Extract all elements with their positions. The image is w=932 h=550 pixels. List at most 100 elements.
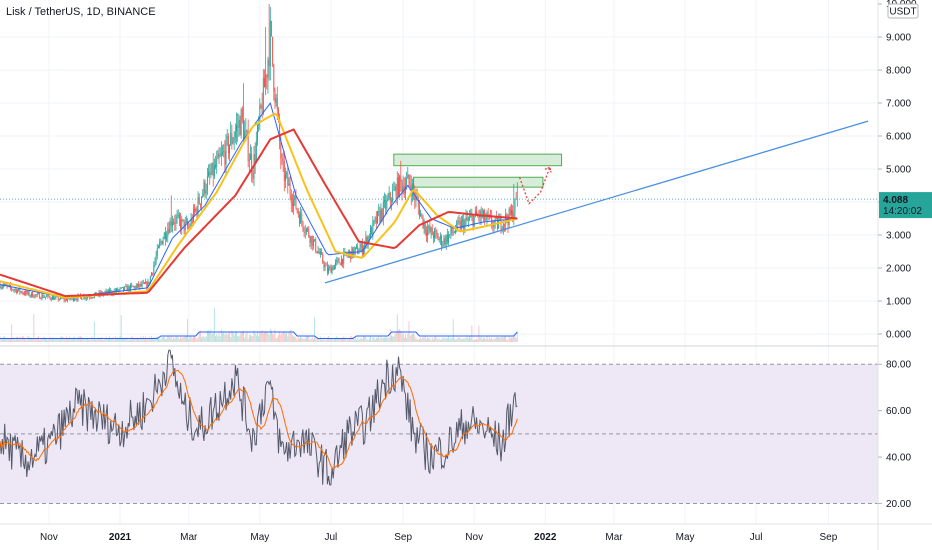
candle-body (446, 234, 448, 243)
volume-bar (456, 339, 458, 342)
volume-bar (233, 335, 235, 342)
candle-body (164, 232, 166, 240)
candle-body (441, 235, 443, 246)
volume-bar (406, 338, 408, 342)
candle-body (318, 251, 320, 254)
volume-bar (85, 338, 87, 342)
volume-bar (184, 336, 186, 342)
candle-body (319, 251, 321, 254)
candle-body (427, 229, 429, 236)
candle-body (49, 296, 51, 299)
candle-body (167, 229, 169, 237)
currency-badge[interactable]: USDT (887, 3, 919, 19)
candle-body (204, 181, 206, 194)
volume-bar (99, 338, 101, 342)
rsi-lines (0, 349, 518, 486)
volume-bar (156, 336, 158, 342)
candle-body (331, 267, 333, 273)
candle-body (398, 177, 399, 196)
volume-bar (423, 337, 425, 342)
volume-bar (103, 339, 105, 342)
volume-bar (49, 337, 51, 342)
volume-bar (487, 339, 489, 342)
volume-bar (237, 336, 239, 342)
volume-bar (367, 339, 369, 342)
candle-body (148, 281, 150, 283)
candle-body (14, 289, 16, 291)
candle-body (499, 217, 501, 221)
volume-bar (308, 336, 310, 342)
volume-bar (43, 336, 45, 342)
candle-body (359, 248, 361, 253)
volume-bar (330, 338, 332, 342)
rsi-axis[interactable]: 80.00 60.00 40.00 20.00 (878, 360, 911, 510)
candle-body (185, 221, 187, 223)
candle-body (168, 229, 170, 233)
volume-bar (220, 329, 222, 342)
volume-bar (13, 337, 15, 342)
volume-bar (213, 307, 215, 342)
volume-bar (155, 336, 157, 342)
candle-body (50, 298, 52, 300)
volume-bar (340, 338, 342, 342)
volume-bar (379, 339, 381, 342)
volume-bar (149, 339, 151, 342)
rsi-band (0, 364, 878, 504)
candle-body (298, 214, 300, 224)
volume-bar (185, 336, 187, 342)
volume-bar (428, 337, 430, 342)
candle-body (367, 236, 369, 246)
volume-bar (208, 330, 210, 342)
candle-body (46, 296, 48, 297)
candle-body (36, 293, 38, 295)
candle-body (237, 125, 239, 128)
volume-bar (382, 337, 384, 342)
candle-body (231, 133, 233, 144)
volume-bar (506, 339, 508, 342)
volume-bar (360, 337, 362, 342)
candle-body (455, 230, 457, 233)
volume-bar (396, 314, 398, 342)
last-price-label: 4.088 14:20:02 (879, 192, 932, 219)
volume-bar (491, 337, 493, 342)
volume-bar (6, 338, 8, 342)
candle-body (43, 297, 45, 298)
candle-body (268, 59, 270, 67)
volume-bar (455, 339, 457, 342)
candle-body (411, 183, 413, 196)
volume-bar (311, 337, 313, 342)
volume-bar (247, 338, 249, 342)
candle-body (227, 136, 229, 154)
volume-bar (384, 337, 385, 342)
candle-body (408, 174, 410, 183)
candle-body (121, 286, 123, 288)
candle-body (27, 291, 29, 294)
volume-bar (250, 334, 251, 342)
volume-bar (331, 338, 333, 342)
candle-body (8, 284, 10, 286)
volume-bar (176, 336, 178, 342)
candle-body (132, 285, 134, 287)
volume-bar (499, 337, 501, 342)
volume-bar (17, 336, 18, 342)
volume-bar (276, 337, 278, 342)
volume-bar (58, 339, 60, 342)
volume-bar (322, 339, 324, 342)
volume-bar (420, 337, 422, 342)
volume-bar (460, 339, 462, 342)
volume-bar (244, 337, 246, 342)
candle-body (470, 215, 472, 218)
candle-body (309, 236, 311, 243)
volume-bar (498, 337, 500, 342)
candle-body (86, 296, 88, 298)
candle-body (133, 286, 135, 288)
volume-bar (196, 338, 198, 342)
volume-bar (192, 336, 194, 342)
candle-body (483, 210, 484, 215)
candle-body (12, 289, 14, 291)
candle-body (361, 243, 363, 254)
volume-bar (289, 330, 291, 342)
time-axis[interactable]: Nov 2021 Mar May Jul Sep Nov 2022 Mar May Jul Sep (40, 532, 838, 543)
volume-bar (201, 337, 203, 342)
